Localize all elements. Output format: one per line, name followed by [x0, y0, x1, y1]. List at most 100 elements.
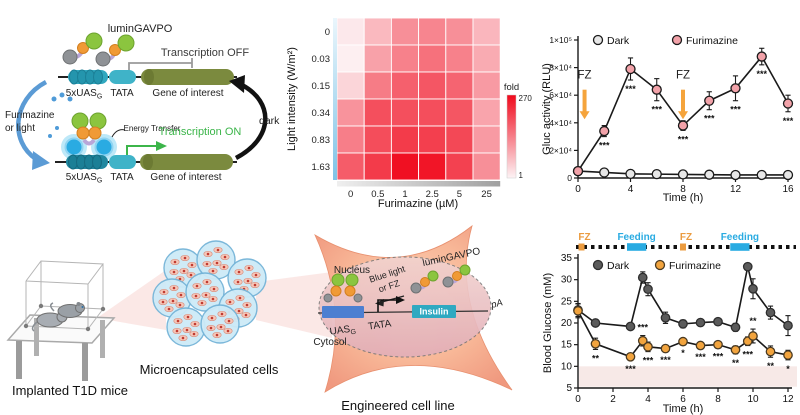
furimazine-dot-icon — [48, 134, 52, 138]
colorbar-title: fold — [504, 82, 519, 93]
encapsulated-cell-nucleus — [216, 248, 220, 252]
encapsulated-cell-nucleus — [211, 297, 215, 301]
data-point-furimazine — [756, 51, 767, 62]
encapsulated-cell-nucleus — [209, 326, 213, 330]
encapsulated-cell-nucleus — [220, 312, 224, 316]
heatmap-cell — [336, 98, 365, 127]
significance-label: *** — [742, 350, 753, 360]
encapsulated-cell-nucleus — [189, 273, 193, 277]
data-point-dark — [742, 261, 753, 272]
engineered-cell-icon: Nucleus luminGAVPO Blue light or FZ — [313, 224, 513, 393]
fz-label: FZ — [578, 70, 592, 82]
heatmap-cell — [390, 152, 420, 181]
uas-text: 5xUAS — [66, 88, 97, 99]
heatmap-cell — [472, 98, 501, 127]
lumingavpo-title: luminGAVPO — [108, 23, 173, 35]
data-point-furimazine — [677, 120, 689, 131]
encapsulated-cell-nucleus — [210, 316, 214, 320]
encapsulated-cell-nucleus — [215, 333, 219, 337]
encapsulated-cell-nucleus — [204, 293, 208, 297]
encapsulated-cell-nucleus — [206, 252, 210, 256]
data-point-furimazine — [730, 345, 741, 355]
significance-label: ** — [767, 361, 775, 371]
data-point-furimazine — [704, 95, 715, 106]
encapsulated-cell-nucleus — [223, 255, 227, 259]
legend-furimazine-label: Furimazine — [669, 260, 721, 272]
cytosol-label: Cytosol — [313, 337, 346, 348]
heatmap-cell — [445, 125, 474, 154]
heatmap-cell — [390, 44, 420, 73]
significance-label: *** — [643, 356, 654, 366]
encapsulated-cell-nucleus — [178, 277, 182, 281]
transcription-off-label: Transcription OFF — [161, 47, 250, 59]
encapsulated-cell-nucleus — [226, 329, 230, 333]
data-point-furimazine — [713, 339, 723, 350]
beam-mice-to-capsules — [97, 270, 166, 330]
uas-sub-text: G — [97, 94, 102, 101]
or-light-text: or light — [5, 123, 35, 134]
dark-label: dark — [259, 115, 280, 127]
heatmap-cell — [363, 125, 392, 154]
significance-label: *** — [660, 355, 671, 365]
data-point-dark — [590, 318, 601, 328]
y-tick-label: 20 — [561, 318, 573, 329]
data-point-dark — [730, 169, 741, 181]
encapsulated-cell-nucleus — [244, 313, 248, 317]
colorbar-max-label: 270 — [519, 94, 533, 103]
data-point-furimazine — [765, 346, 776, 357]
data-point-dark — [765, 307, 776, 318]
heatmap-cell — [445, 98, 474, 127]
gene-label-off: Gene of interest — [152, 88, 223, 99]
heatmap-ytick-label: 0 — [325, 27, 330, 38]
encapsulated-cell-nucleus — [245, 303, 249, 307]
heatmap-cell — [418, 71, 447, 100]
significance-label: *** — [695, 352, 706, 362]
uas-sub-text: G — [350, 329, 356, 337]
legend-furimazine-marker — [654, 259, 666, 271]
caption-microencapsulated: Microencapsulated cells — [140, 362, 279, 377]
heatmap-cell — [390, 98, 420, 127]
x-tick-label: 4 — [628, 184, 634, 195]
encapsulated-cell-nucleus — [182, 269, 186, 273]
heatmap-cell — [445, 71, 474, 100]
data-point-furimazine — [660, 343, 671, 354]
heatmap-cell — [336, 17, 365, 46]
beam-capsules-to-cell — [256, 272, 332, 338]
x-tick-label: 10 — [747, 394, 759, 405]
encapsulated-cell-nucleus — [215, 261, 219, 265]
encapsulated-cell-nucleus — [254, 273, 258, 277]
encapsulated-cell-nucleus — [175, 329, 179, 333]
nucleus-label: Nucleus — [334, 265, 370, 276]
encapsulated-cell-nucleus — [200, 301, 204, 305]
encapsulated-cell-nucleus — [195, 284, 199, 288]
y-tick-label: 5 — [566, 383, 572, 394]
data-point-furimazine — [573, 306, 583, 316]
heatmap-xtick-label: 0 — [348, 189, 353, 200]
encapsulated-cell-nucleus — [173, 260, 177, 264]
data-point-furimazine — [599, 125, 610, 137]
heatmap-cell — [418, 152, 447, 181]
y-tick-label: 2×10⁴ — [549, 145, 572, 155]
capsule-cluster — [152, 240, 267, 347]
caption-implanted-mice: Implanted T1D mice — [12, 383, 128, 398]
tata-label-off: TATA — [110, 88, 134, 99]
data-point-dark — [783, 320, 793, 331]
feeding-timeline-label: Feeding — [721, 232, 759, 243]
furimazine-arrow-icon — [16, 80, 50, 170]
data-point-dark — [713, 316, 723, 327]
encapsulated-cell-nucleus — [212, 287, 216, 291]
legend-dark-marker — [592, 34, 604, 46]
data-point-dark — [660, 312, 671, 323]
uas-label-off: 5xUASG — [66, 88, 103, 101]
panel-in-vivo-diagram: Nucleus luminGAVPO Blue light or FZ — [6, 224, 513, 413]
pa-label: pA — [489, 297, 504, 311]
data-point-furimazine — [637, 335, 648, 346]
heatmap-cell — [418, 17, 447, 46]
encapsulated-cell-nucleus — [211, 269, 215, 273]
fz-label: FZ — [676, 70, 690, 82]
encapsulated-cell-nucleus — [192, 332, 196, 336]
data-point-furimazine — [748, 331, 758, 341]
heatmap-cell — [363, 17, 392, 46]
encapsulated-cell-nucleus — [205, 262, 209, 266]
